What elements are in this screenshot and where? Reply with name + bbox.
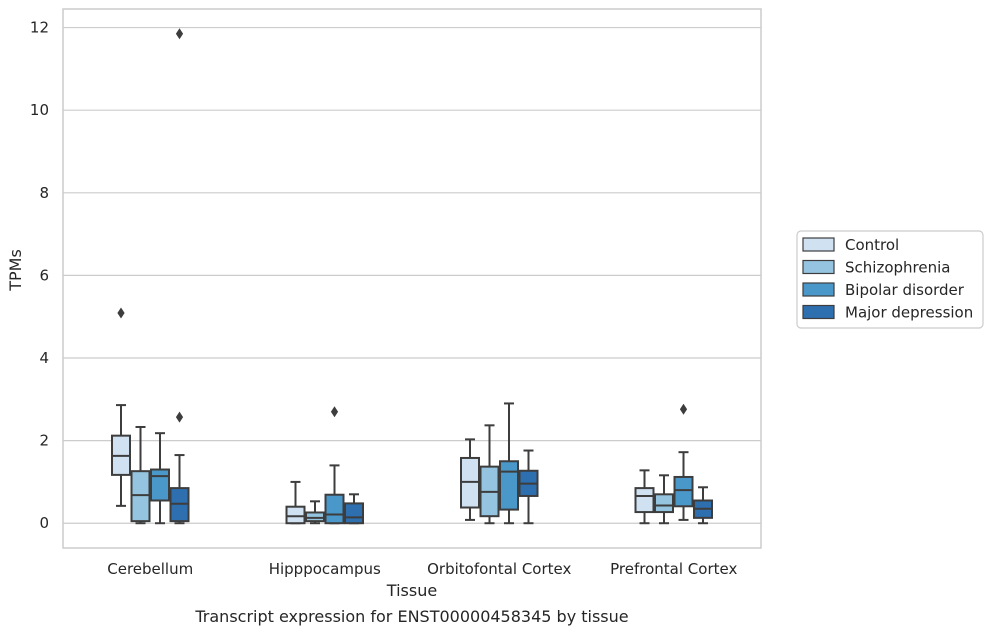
y-axis-tick-labels: 0 2 4 6 8 10 12 (30, 19, 49, 533)
box (344, 493, 364, 525)
box (150, 432, 170, 525)
outlier-point (117, 307, 125, 319)
outlier-point (175, 28, 184, 40)
y-axis-label: TPMs (6, 249, 25, 292)
y-tick-label: 10 (30, 101, 49, 119)
outlier-point (679, 403, 688, 415)
box (324, 406, 345, 525)
plot-area-frame (62, 8, 762, 549)
x-tick-label: Orbitofontal Cortex (427, 560, 571, 578)
y-tick-label: 0 (39, 514, 49, 532)
box (654, 474, 674, 525)
y-tick-label: 12 (30, 19, 49, 37)
legend-swatch (802, 282, 835, 297)
y-tick-label: 4 (39, 349, 49, 367)
y-tick-label: 6 (39, 266, 49, 284)
legend-label: Major depression (845, 304, 973, 322)
box (693, 486, 713, 525)
box-plot-marks (111, 28, 713, 525)
legend-label: Schizophrenia (845, 259, 950, 277)
box-body (305, 511, 325, 523)
box (169, 28, 190, 525)
y-tick-label: 2 (39, 432, 49, 450)
box (130, 425, 151, 525)
x-axis-label: Tissue (386, 581, 437, 600)
box-body (324, 493, 345, 525)
box (285, 480, 306, 525)
box-body (150, 468, 170, 502)
legend-swatch (802, 237, 835, 252)
x-tick-label: Prefrontal Cortex (610, 560, 737, 578)
legend-label: Bipolar disorder (845, 281, 965, 299)
y-tick-label: 8 (39, 184, 49, 202)
outlier-point (175, 411, 184, 423)
box (460, 438, 480, 521)
legend-swatch (802, 259, 835, 275)
box (479, 424, 500, 525)
legend-swatch (802, 304, 835, 320)
box (634, 469, 655, 525)
outlier-point (330, 406, 339, 418)
box-body (634, 487, 655, 514)
x-tick-label: Hipppocampus (269, 560, 381, 578)
box (673, 403, 694, 521)
chart-title: Transcript expression for ENST0000045834… (194, 607, 628, 626)
box-body (344, 502, 364, 525)
box (111, 307, 131, 507)
box (499, 402, 519, 525)
legend-frame (796, 230, 984, 329)
box-body (285, 505, 306, 525)
box-body (673, 475, 694, 508)
box-body (499, 460, 519, 511)
x-axis-tick-labels: Cerebellum Hipppocampus Orbitofontal Corte… (107, 560, 737, 578)
legend: Control Schizophrenia Bipolar disorder Majo… (796, 230, 984, 329)
legend-label: Control (845, 236, 899, 254)
box (518, 449, 539, 525)
x-tick-label: Cerebellum (107, 560, 193, 578)
box (305, 500, 325, 525)
box-body (654, 493, 674, 514)
box-body (130, 470, 151, 523)
